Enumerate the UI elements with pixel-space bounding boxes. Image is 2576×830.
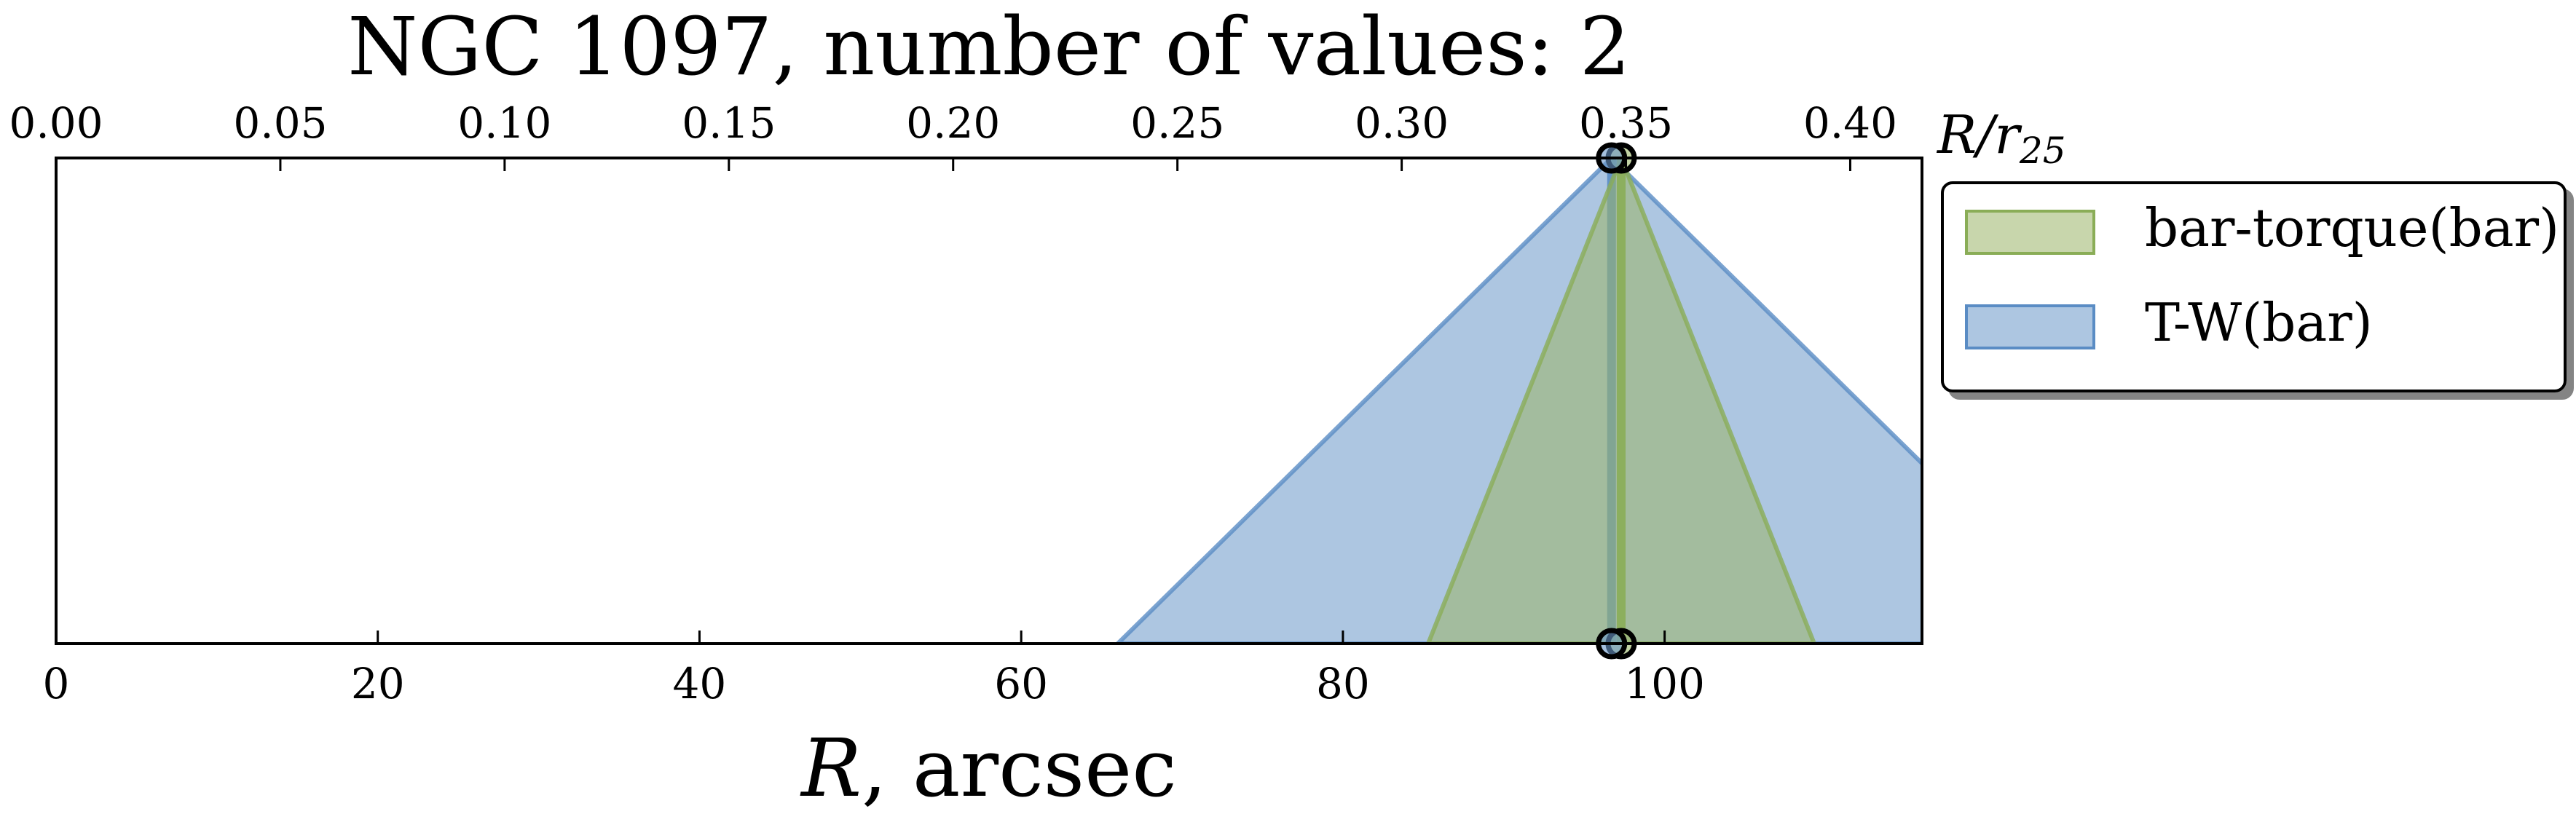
legend-label: bar-torque(bar) xyxy=(2145,197,2559,258)
x2-tick-label: 0.20 xyxy=(906,98,1000,148)
series-1 xyxy=(1425,158,1817,644)
x-tick-label: 100 xyxy=(1624,659,1705,708)
x2-axis-label: R/r25 xyxy=(1936,104,2066,172)
x2-tick-label: 0.15 xyxy=(682,98,776,148)
x-tick-label: 40 xyxy=(673,659,727,708)
x-tick-label: 0 xyxy=(43,659,70,708)
x-axis-label-rest: , arcsec xyxy=(862,722,1177,815)
x2-tick-label: 0.00 xyxy=(9,98,103,148)
series-layer xyxy=(1114,158,1922,644)
x2-tick-label: 0.25 xyxy=(1130,98,1224,148)
legend-item-2: T-W(bar) xyxy=(1965,292,2373,353)
x2-tick-label: 0.10 xyxy=(457,98,551,148)
x-axis-label: R, arcsec xyxy=(800,722,1177,815)
legend: bar-torque(bar) T-W(bar) xyxy=(1941,181,2567,392)
x2-axis-label-sub: 25 xyxy=(2019,130,2066,172)
plot-frame xyxy=(55,157,1923,645)
x-tick-label: 20 xyxy=(351,659,405,708)
x-tick-label: 60 xyxy=(994,659,1048,708)
chart-title: NGC 1097, number of values: 2 xyxy=(347,0,1630,93)
x2-tick-label: 0.05 xyxy=(233,98,327,148)
x-tick-label: 80 xyxy=(1316,659,1370,708)
legend-items: bar-torque(bar) T-W(bar) xyxy=(1965,197,2559,353)
legend-box xyxy=(1941,181,2567,392)
legend-swatch xyxy=(1965,210,2095,255)
x2-axis-label-var: R/r xyxy=(1936,104,2022,165)
x2-tick-label: 0.40 xyxy=(1803,98,1897,148)
x-axis-label-var: R xyxy=(800,722,862,815)
legend-item-1: bar-torque(bar) xyxy=(1965,197,2559,258)
x2-tick-label: 0.30 xyxy=(1355,98,1449,148)
x2-axis-ticks: 0.00 0.05 0.10 0.15 0.20 0.25 0.30 0.35 0.40 xyxy=(9,98,1897,171)
legend-swatch xyxy=(1965,304,2095,349)
x2-tick-label: 0.35 xyxy=(1579,98,1673,148)
x-axis-ticks: 0 20 40 60 80 100 xyxy=(43,631,1705,708)
legend-label: T-W(bar) xyxy=(2145,292,2373,353)
